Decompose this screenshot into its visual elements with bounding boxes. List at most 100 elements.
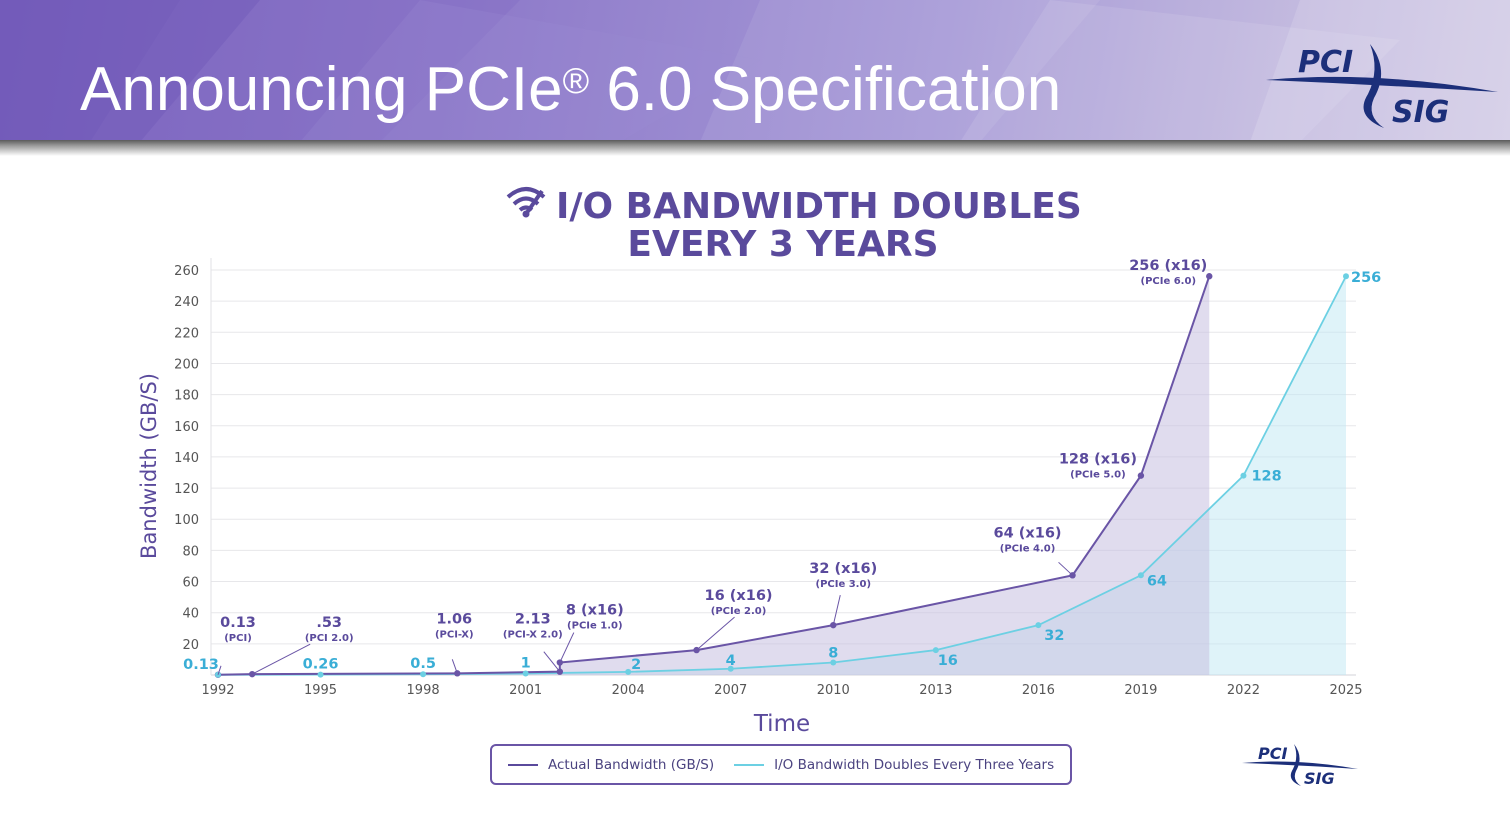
- actual-area-fill: [218, 276, 1210, 675]
- doubling-data-label: 0.5: [410, 656, 436, 672]
- actual-label-leader: [217, 665, 222, 675]
- actual-label-leader: [451, 659, 458, 674]
- doubling-data-label: 16: [938, 653, 958, 669]
- actual-data-sublabel: (PCIe 1.0): [567, 621, 623, 632]
- doubling-data-label: 128: [1251, 469, 1281, 485]
- x-tick-label: 2025: [1329, 683, 1362, 698]
- chart-title-line2: EVERY 3 YEARS: [627, 224, 938, 265]
- x-tick-label: 2016: [1022, 683, 1055, 698]
- y-tick-label: 40: [182, 607, 199, 622]
- y-axis-label: Bandwidth (GB/S): [137, 373, 161, 559]
- legend-item-actual: Actual Bandwidth (GB/S): [508, 757, 714, 773]
- doubling-data-label: 1: [521, 655, 531, 671]
- y-tick-label: 160: [174, 420, 199, 435]
- doubling-data-point: [1343, 273, 1349, 280]
- y-tick-label: 140: [174, 451, 199, 466]
- doubling-data-point: [830, 659, 837, 666]
- doubling-data-label: 64: [1147, 573, 1167, 589]
- actual-data-label: 1.06: [436, 611, 472, 627]
- actual-data-label: 2.13: [515, 612, 551, 628]
- x-tick-label: 1998: [407, 683, 440, 698]
- y-tick-label: 100: [174, 513, 199, 528]
- actual-label-leader: [251, 643, 311, 675]
- actual-data-label: 32 (x16): [809, 561, 877, 577]
- actual-data-sublabel: (PCIe 4.0): [1000, 543, 1056, 554]
- actual-data-sublabel: (PCIe 6.0): [1141, 276, 1197, 287]
- y-tick-label: 260: [174, 264, 199, 279]
- actual-data-point: [1206, 273, 1213, 280]
- pci-sig-logo-small: PCI SIG: [1242, 744, 1358, 788]
- x-tick-label: 2010: [817, 683, 850, 698]
- slide-header: Announcing PCIe® 6.0 Specification PCI S…: [0, 0, 1510, 142]
- doubling-data-point: [420, 671, 427, 678]
- wifi-icon: [506, 187, 546, 218]
- y-tick-label: 200: [174, 357, 199, 372]
- legend-item-doubling: I/O Bandwidth Doubles Every Three Years: [734, 757, 1054, 773]
- y-tick-label: 80: [182, 544, 199, 559]
- actual-data-label: 64 (x16): [994, 525, 1062, 541]
- y-tick-label: 240: [174, 295, 199, 310]
- actual-data-sublabel: (PCI-X): [435, 629, 474, 640]
- x-tick-label: 1995: [304, 683, 337, 698]
- x-axis-label: Time: [753, 711, 810, 737]
- x-tick-label: 2019: [1124, 683, 1157, 698]
- doubling-data-point: [522, 670, 529, 677]
- actual-label-leader: [696, 616, 735, 651]
- doubling-data-label: 32: [1044, 628, 1064, 644]
- doubling-data-point: [1240, 472, 1247, 479]
- actual-data-sublabel: (PCI 2.0): [305, 633, 354, 644]
- actual-data-point: [1137, 472, 1145, 479]
- doubling-data-point: [1137, 572, 1144, 579]
- chart-legend: Actual Bandwidth (GB/S) I/O Bandwidth Do…: [490, 744, 1072, 785]
- actual-data-sublabel: (PCIe 3.0): [816, 579, 872, 590]
- actual-data-label: 8 (x16): [566, 603, 624, 619]
- x-tick-label: 2022: [1227, 683, 1260, 698]
- doubling-data-label: 4: [726, 653, 736, 669]
- slide-title: Announcing PCIe® 6.0 Specification: [80, 55, 1062, 124]
- legend-label-doubling: I/O Bandwidth Doubles Every Three Years: [774, 756, 1055, 773]
- x-tick-label: 2004: [612, 683, 645, 698]
- doubling-data-label: 256: [1351, 270, 1381, 286]
- actual-label-leader: [559, 632, 575, 663]
- actual-label-leader: [543, 651, 561, 672]
- actual-data-label: 128 (x16): [1059, 452, 1137, 468]
- logo-small-text-bottom: SIG: [1304, 769, 1335, 788]
- doubling-data-label: 8: [828, 646, 838, 662]
- actual-data-label: 256 (x16): [1129, 258, 1207, 274]
- chart-title: I/O BANDWIDTH DOUBLES EVERY 3 YEARS: [506, 186, 1082, 265]
- y-tick-label: 120: [174, 482, 199, 497]
- y-tick-label: 60: [182, 576, 199, 591]
- x-tick-label: 2007: [714, 683, 747, 698]
- header-shadow: [0, 140, 1510, 156]
- legend-swatch-doubling: [734, 763, 765, 766]
- actual-data-label: .53: [316, 615, 342, 631]
- doubling-data-label: 0.26: [303, 657, 339, 673]
- doubling-data-point: [1035, 622, 1042, 629]
- x-tick-label: 1992: [201, 683, 234, 698]
- actual-data-sublabel: (PCI): [224, 633, 252, 644]
- actual-series-line: [217, 275, 1211, 676]
- logo-small-text-top: PCI: [1258, 744, 1287, 763]
- actual-label-leader: [1058, 561, 1073, 576]
- actual-label-leader: [832, 595, 841, 626]
- doubling-data-label: 2: [631, 657, 641, 673]
- doubling-data-label: 0.13: [183, 657, 219, 673]
- actual-data-sublabel: (PCIe 2.0): [711, 606, 767, 617]
- doubling-data-point: [932, 647, 939, 654]
- header-facet-pattern: [0, 0, 1510, 142]
- y-tick-label: 180: [174, 389, 199, 404]
- chart-title-line1: I/O BANDWIDTH DOUBLES: [556, 186, 1082, 227]
- doubling-data-point: [727, 665, 734, 672]
- actual-data-sublabel: (PCIe 5.0): [1070, 470, 1126, 481]
- x-tick-label: 2001: [509, 683, 542, 698]
- x-tick-label: 2013: [919, 683, 952, 698]
- doubling-area-fill: [218, 276, 1346, 675]
- doubling-data-point: [625, 668, 632, 675]
- actual-data-label: 16 (x16): [705, 588, 773, 604]
- pci-sig-logo: PCI SIG: [1266, 44, 1498, 130]
- logo-text-bottom: SIG: [1392, 95, 1449, 130]
- y-tick-label: 20: [182, 638, 199, 653]
- legend-label-actual: Actual Bandwidth (GB/S): [548, 756, 715, 773]
